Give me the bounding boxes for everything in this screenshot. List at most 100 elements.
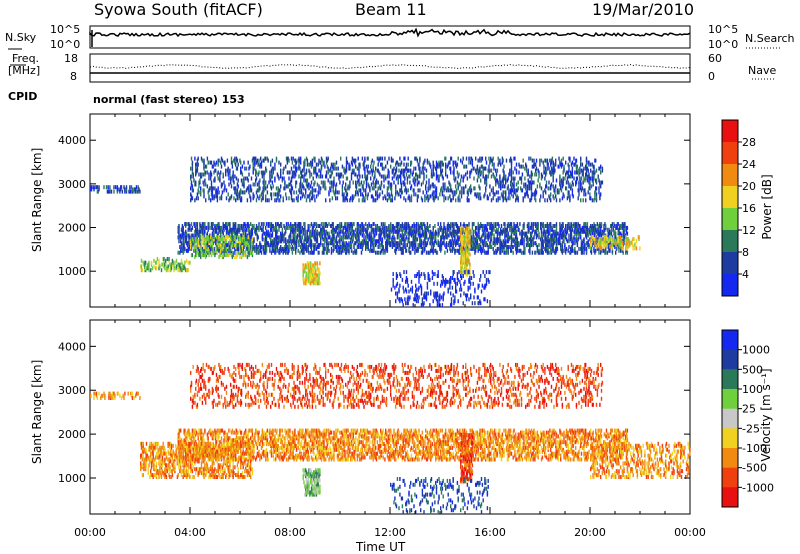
range-gate-cell: [180, 227, 183, 232]
range-gate-cell: [265, 239, 268, 244]
range-gate-cell: [277, 194, 279, 199]
range-gate-cell: [476, 192, 479, 197]
range-gate-cell: [250, 222, 252, 227]
range-gate-cell: [265, 180, 267, 185]
range-gate-cell: [601, 166, 604, 171]
range-gate-cell: [345, 176, 348, 181]
range-gate-cell: [360, 231, 362, 236]
range-gate-cell: [230, 176, 232, 181]
range-gate-cell: [530, 186, 533, 191]
range-gate-cell: [226, 243, 229, 248]
range-gate-cell: [272, 239, 274, 244]
range-gate-cell: [573, 162, 575, 167]
range-gate-cell: [300, 170, 303, 175]
range-gate-cell: [376, 156, 379, 161]
range-gate-cell: [455, 160, 457, 165]
range-gate-cell: [346, 235, 349, 240]
range-gate-cell: [540, 158, 543, 163]
range-gate-cell: [245, 188, 248, 193]
range-gate-cell: [419, 229, 421, 234]
range-gate-cell: [344, 168, 346, 173]
range-gate-cell: [206, 231, 209, 236]
range-gate-cell: [575, 158, 577, 163]
range-gate-cell: [415, 227, 418, 232]
range-gate-cell: [560, 158, 563, 163]
range-gate-cell: [198, 233, 200, 238]
range-gate-cell: [323, 225, 325, 230]
range-gate-cell: [233, 158, 235, 163]
range-gate-cell: [357, 156, 359, 161]
range-gate-cell: [245, 246, 248, 251]
range-gate-cell: [273, 241, 275, 246]
range-gate-cell: [440, 235, 442, 240]
range-gate-cell: [350, 225, 353, 230]
range-gate-cell: [233, 180, 235, 185]
range-gate-cell: [397, 222, 399, 227]
range-gate-cell: [322, 237, 324, 242]
range-gate-cell: [382, 196, 384, 201]
range-gate-cell: [273, 237, 275, 242]
range-gate-cell: [404, 156, 406, 161]
range-gate-cell: [454, 190, 456, 195]
range-gate-cell: [280, 194, 282, 199]
range-gate-cell: [300, 188, 303, 193]
range-gate-cell: [253, 156, 255, 161]
range-gate-cell: [265, 250, 267, 255]
range-gate-cell: [296, 224, 299, 228]
range-gate-cell: [335, 184, 337, 189]
range-gate-cell: [250, 231, 252, 236]
range-gate-cell: [309, 231, 311, 236]
range-gate-cell: [460, 158, 462, 163]
range-gate-cell: [523, 222, 525, 227]
range-gate-cell: [264, 246, 266, 251]
range-gate-cell: [310, 184, 312, 189]
range-gate-cell: [190, 194, 193, 199]
range-gate-cell: [415, 246, 417, 251]
range-gate-cell: [366, 194, 369, 199]
range-gate-cell: [590, 162, 592, 167]
range-gate-cell: [198, 184, 200, 189]
range-gate-cell: [268, 222, 270, 227]
range-gate-cell: [251, 245, 254, 249]
range-gate-cell: [384, 222, 386, 227]
range-gate-cell: [409, 250, 411, 255]
range-gate-cell: [390, 198, 392, 203]
range-gate-cell: [520, 176, 523, 181]
range-gate-cell: [511, 227, 514, 232]
range-gate-cell: [395, 166, 398, 171]
range-gate-cell: [585, 198, 587, 203]
range-gate-cell: [320, 186, 322, 191]
range-gate-cell: [591, 170, 594, 175]
range-gate-cell: [280, 239, 282, 244]
range-gate-cell: [405, 243, 407, 248]
range-gate-cell: [341, 184, 344, 189]
range-gate-cell: [257, 172, 259, 177]
range-gate-cell: [203, 188, 205, 193]
range-gate-cell: [263, 222, 265, 227]
range-gate-cell: [435, 239, 437, 244]
range-gate-cell: [525, 162, 527, 167]
range-gate-cell: [370, 231, 373, 236]
nave-line: [89, 63, 690, 70]
range-gate-cell: [435, 194, 438, 199]
range-gate-cell: [180, 233, 182, 238]
range-gate-cell: [311, 229, 314, 234]
range-gate-cell: [463, 190, 465, 195]
range-gate-cell: [224, 235, 226, 240]
range-gate-cell: [259, 194, 261, 199]
range-gate-cell: [288, 182, 290, 187]
range-gate-cell: [437, 222, 439, 227]
range-gate-cell: [387, 168, 389, 173]
range-gate-cell: [230, 227, 232, 232]
range-gate-cell: [308, 235, 310, 240]
range-gate-cell: [297, 248, 299, 253]
range-gate-cell: [422, 222, 424, 227]
range-gate-cell: [298, 188, 300, 193]
range-gate-cell: [313, 245, 315, 249]
range-gate-cell: [365, 229, 368, 234]
range-gate-cell: [593, 198, 595, 203]
range-gate-cell: [248, 172, 250, 177]
range-gate-cell: [430, 241, 432, 246]
range-gate-cell: [398, 222, 400, 227]
range-gate-cell: [376, 168, 379, 173]
